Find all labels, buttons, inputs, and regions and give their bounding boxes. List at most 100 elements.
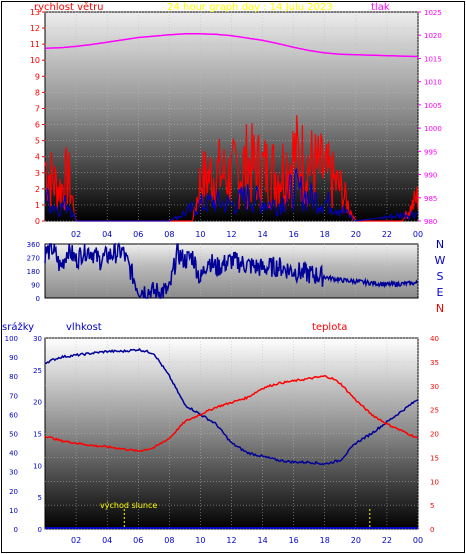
pressure-tick-label: 990: [424, 172, 437, 180]
pressure-axis-title: tlak: [371, 2, 390, 13]
sunrise-annotation: východ slunce: [100, 501, 157, 510]
wind-speed-tick-label: 4: [35, 153, 40, 162]
humidity-tick-label: 5: [38, 494, 42, 502]
wind-speed-tick-label: 2: [35, 185, 40, 194]
pressure-tick-label: 1025: [424, 9, 442, 17]
rain-tick-label: 70: [9, 392, 18, 400]
wind-gust-line: [44, 168, 419, 222]
wind-speed-tick-label: 11: [30, 40, 40, 49]
temperature-tick-label: 25: [430, 407, 439, 415]
direction-tick-label: 270: [27, 255, 40, 263]
wind-direction-series: [44, 242, 418, 299]
humidity-axis-title: vlhkost: [66, 322, 102, 333]
direction-tick-label: 0: [36, 295, 40, 303]
wind-pressure-axes: 1312111098765432101025102010151010100510…: [30, 8, 442, 239]
temperature-tick-label: 5: [430, 502, 434, 510]
hour-tick-label: 06: [133, 230, 143, 239]
temperature-tick-label: 0: [430, 526, 434, 534]
rain-tick-label: 0: [14, 526, 18, 534]
rain-tick-label: 60: [9, 411, 18, 419]
rain-tick-label: 40: [9, 450, 18, 458]
wind-pressure-series: [44, 33, 419, 222]
wind-direction-line: [44, 242, 418, 299]
hour-tick-label: 06: [133, 536, 143, 545]
humidity-line: [44, 347, 419, 466]
hour-tick-label: 22: [382, 536, 392, 545]
wind-speed-tick-label: 12: [30, 24, 40, 33]
compass-label: N: [436, 238, 444, 251]
wind-speed-tick-label: 7: [35, 104, 40, 113]
pressure-tick-label: 1020: [424, 32, 442, 40]
rain-axis-title: srážky: [2, 321, 34, 333]
direction-tick-label: 180: [27, 268, 40, 276]
hour-tick-label: 18: [320, 536, 330, 545]
direction-tick-label: 90: [31, 282, 40, 290]
compass-label: S: [437, 270, 444, 283]
temperature-tick-label: 15: [430, 454, 439, 462]
humidity-tick-label: 0: [38, 526, 42, 534]
hour-tick-label: 20: [351, 536, 361, 545]
humidity-tick-label: 30: [33, 335, 42, 343]
hour-tick-label: 10: [195, 230, 205, 239]
temperature-tick-label: 30: [430, 383, 439, 391]
compass-label: E: [437, 286, 444, 299]
temp-humidity-axes: 1009080706050403020100302520151050403530…: [5, 335, 439, 545]
pressure-tick-label: 1010: [424, 79, 442, 87]
hour-tick-label: 16: [289, 230, 299, 239]
hour-tick-label: 02: [71, 536, 81, 545]
temp-humidity-series: [44, 347, 419, 529]
rain-tick-label: 20: [9, 488, 18, 496]
hour-tick-label: 12: [226, 230, 236, 239]
hour-tick-label: 12: [226, 536, 236, 545]
rain-tick-label: 100: [5, 335, 18, 343]
chart-title: 24 hour graph day : 14 Julu 2023: [167, 2, 333, 13]
hour-tick-label: 00: [413, 536, 423, 545]
humidity-tick-label: 25: [33, 367, 42, 375]
hour-tick-label: 20: [351, 230, 361, 239]
rain-tick-label: 30: [9, 469, 18, 477]
wind-speed-tick-label: 6: [35, 121, 40, 130]
direction-tick-label: 360: [27, 241, 40, 249]
humidity-tick-label: 10: [33, 462, 42, 470]
pressure-tick-label: 1005: [424, 102, 442, 110]
temperature-line: [44, 374, 419, 453]
hour-tick-label: 18: [320, 230, 330, 239]
pressure-tick-label: 1015: [424, 55, 442, 63]
wind-speed-tick-label: 10: [30, 56, 40, 65]
temperature-tick-label: 10: [430, 478, 439, 486]
wind-speed-tick-label: 8: [35, 88, 40, 97]
compass-label: N: [436, 302, 444, 315]
wind-speed-tick-label: 1: [35, 201, 40, 210]
hour-tick-label: 14: [257, 230, 267, 239]
hour-tick-label: 10: [195, 536, 205, 545]
wind-speed-tick-label: 5: [35, 137, 40, 146]
temperature-tick-label: 35: [430, 359, 439, 367]
rain-tick-label: 80: [9, 373, 18, 381]
compass-label: W: [435, 254, 446, 267]
pressure-tick-label: 985: [424, 195, 437, 203]
wind-speed-tick-label: 0: [35, 217, 40, 226]
hour-tick-label: 04: [102, 230, 112, 239]
wind-speed-tick-label: 3: [35, 169, 40, 178]
hour-tick-label: 02: [71, 230, 81, 239]
wind-speed-tick-label: 13: [30, 8, 40, 17]
hour-tick-label: 00: [413, 230, 423, 239]
humidity-tick-label: 15: [33, 431, 42, 439]
temperature-tick-label: 20: [430, 431, 439, 439]
humidity-tick-label: 20: [33, 399, 42, 407]
pressure-tick-label: 995: [424, 148, 437, 156]
temperature-tick-label: 40: [430, 335, 439, 343]
temperature-axis-title: teplota: [312, 322, 347, 333]
hour-tick-label: 22: [382, 230, 392, 239]
wind-speed-tick-label: 9: [35, 72, 40, 81]
pressure-line: [45, 33, 419, 58]
rain-tick-label: 50: [9, 431, 18, 439]
hour-tick-label: 04: [102, 536, 112, 545]
pressure-tick-label: 980: [424, 218, 437, 226]
pressure-tick-label: 1000: [424, 125, 442, 133]
hour-tick-label: 08: [164, 536, 174, 545]
